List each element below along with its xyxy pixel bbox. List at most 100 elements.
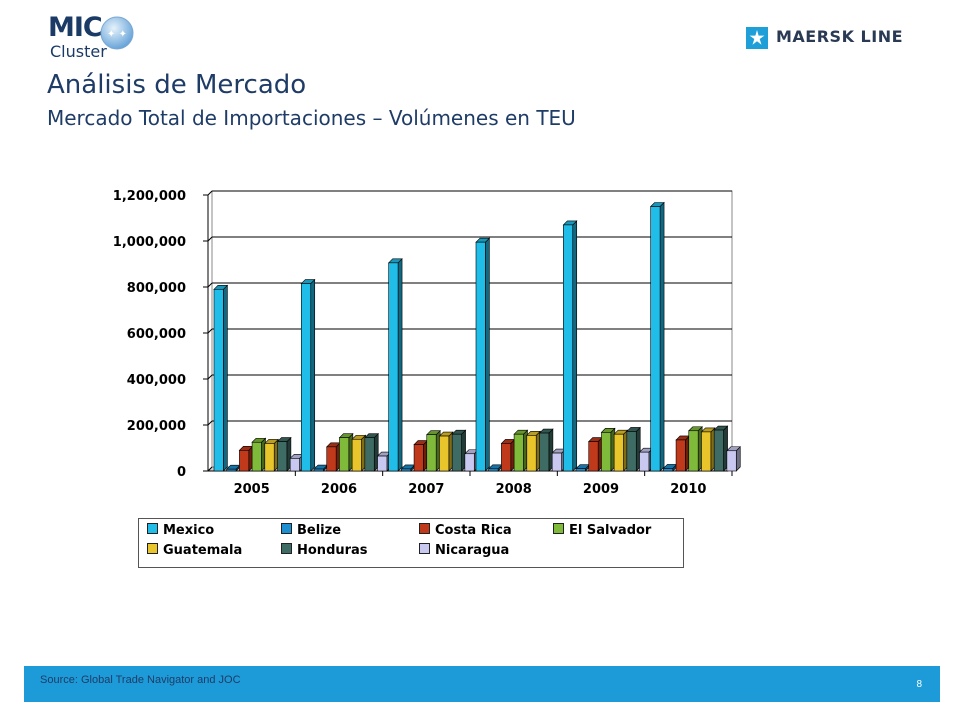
source-note: Source: Global Trade Navigator and JOC [40,674,241,686]
y-tick-connector [207,236,213,242]
bar-guatemala-2009 [613,433,624,472]
bar-costa-rica-2010 [675,439,686,472]
page-number: 8 [916,679,922,690]
legend-item-honduras: Honduras [281,543,368,558]
slide-subtitle: Mercado Total de Importaciones – Volúmen… [47,106,576,130]
bar-side [572,220,578,472]
y-tick-label: 400,000 [127,373,186,388]
bar-costa-rica-2007 [413,444,424,472]
bar-side [485,237,490,472]
legend-item-guatemala: Guatemala [147,543,242,558]
bar-mexico-2005 [213,288,224,472]
bar-belize-2008 [488,468,499,472]
bar-mexico-2007 [388,262,399,472]
bar-honduras-2010 [713,429,724,472]
mic-logo-text: MIC [48,12,103,43]
bar-costa-rica-2008 [501,443,512,472]
bar-mexico-2008 [475,241,486,472]
bar-belize-2005 [226,468,237,472]
legend-item-nicaragua: Nicaragua [419,543,509,558]
maersk-logo-text: MAERSK LINE [776,27,904,46]
legend-label: Nicaragua [435,543,510,558]
slide-title: Análisis de Mercado [47,70,307,100]
svg-text:✦ ✦: ✦ ✦ [107,29,127,40]
bar-honduras-2006 [364,437,375,472]
legend-swatch [419,543,430,554]
mic-logo-subtext: Cluster [50,42,107,61]
mic-cluster-logo: MIC Cluster ✦ ✦ [48,12,148,64]
maersk-star-icon [746,27,768,49]
legend-swatch [281,523,292,534]
bar-side [397,258,403,472]
legend-label: Mexico [163,523,215,538]
bar-belize-2010 [663,468,674,472]
legend-swatch [147,543,158,554]
footer-bar: Source: Global Trade Navigator and JOC 8 [24,666,940,702]
bar-nicaragua-2010 [726,450,737,472]
bar-nicaragua-2005 [289,458,300,472]
globe-icon: ✦ ✦ [100,16,134,50]
chart-legend: Mexico Belize Costa Rica El Salvador Guatema… [138,518,684,568]
bar-guatemala-2010 [701,431,712,472]
y-tick-label: 800,000 [127,281,186,296]
legend-item-el-salvador: El Salvador [553,523,651,538]
legend-swatch [553,523,564,534]
legend-label: Honduras [297,543,368,558]
bar-mexico-2009 [563,224,574,472]
bar-guatemala-2007 [439,435,450,472]
bar-honduras-2007 [451,433,462,472]
legend-swatch [419,523,430,534]
x-tick-label: 2009 [583,482,619,497]
bar-el-salvador-2005 [251,441,262,472]
bar-guatemala-2005 [264,443,275,472]
bar-honduras-2009 [626,431,637,472]
y-tick-connector [207,282,213,288]
bar-side [310,278,316,472]
y-tick-connector [207,190,213,196]
bar-el-salvador-2009 [601,432,612,472]
bar-costa-rica-2006 [326,446,337,472]
bar-el-salvador-2007 [426,434,437,472]
y-tick-label: 600,000 [127,327,186,342]
y-tick-label: 1,000,000 [113,235,186,250]
y-tick-label: 200,000 [127,419,186,434]
bar-costa-rica-2009 [588,441,599,472]
y-tick-label: 1,200,000 [113,189,186,204]
legend-label: Belize [297,523,342,538]
bar-mexico-2006 [301,283,312,472]
y-tick-connector [207,466,213,472]
x-tick-label: 2007 [408,482,444,497]
bar-side [659,201,665,472]
x-tick-label: 2005 [234,482,270,497]
x-tick-label: 2010 [670,482,706,497]
bar-belize-2006 [313,468,324,472]
bar-nicaragua-2006 [377,455,388,472]
legend-label: El Salvador [569,523,652,538]
x-tick-label: 2008 [496,482,532,497]
bar-guatemala-2006 [351,438,362,472]
bar-belize-2009 [575,468,586,472]
legend-item-belize: Belize [281,523,341,538]
bar-belize-2007 [401,468,412,472]
legend-swatch [281,543,292,554]
legend-label: Costa Rica [435,523,512,538]
x-tick-label: 2006 [321,482,357,497]
legend-swatch [147,523,158,534]
legend-item-mexico: Mexico [147,523,214,538]
y-tick-connector [207,374,213,380]
bar-honduras-2008 [539,432,550,472]
bar-el-salvador-2008 [513,433,524,472]
bar-mexico-2010 [650,206,661,472]
y-tick-connector [207,420,213,426]
bar-guatemala-2008 [526,435,537,472]
bar-nicaragua-2007 [464,453,475,472]
bar-costa-rica-2005 [239,449,250,472]
bar-el-salvador-2006 [339,437,350,472]
y-tick-connector [207,328,213,334]
bar-nicaragua-2008 [551,452,562,472]
bar-side [223,284,228,472]
legend-item-costa-rica: Costa Rica [419,523,512,538]
y-tick-label: 0 [177,465,186,480]
legend-label: Guatemala [163,543,243,558]
